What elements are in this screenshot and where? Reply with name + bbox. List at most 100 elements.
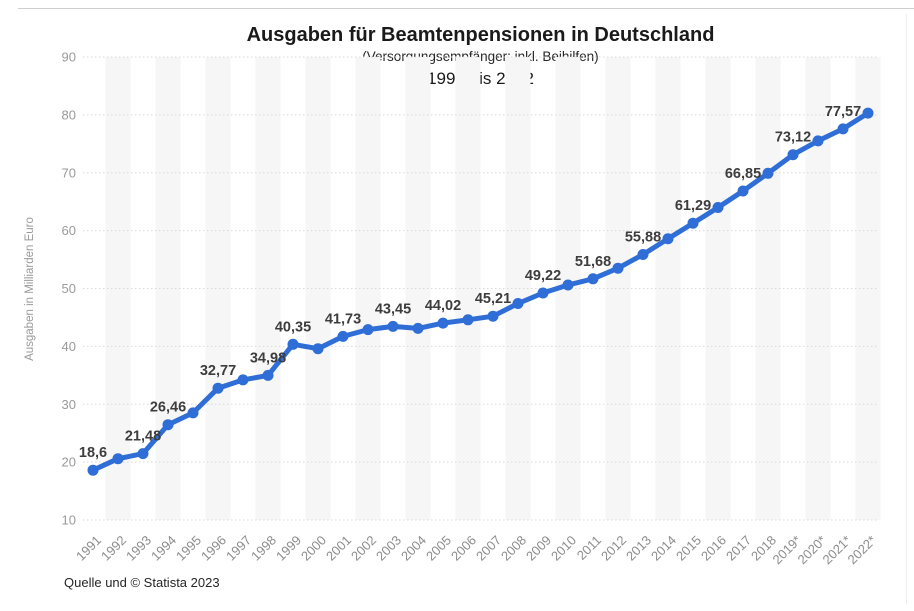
x-tick-label: 2017 (723, 533, 754, 564)
x-tick-label: 1993 (123, 533, 154, 564)
data-point-label: 61,29 (675, 198, 711, 214)
data-point[interactable] (112, 453, 124, 465)
data-point[interactable] (87, 464, 99, 476)
data-point-label: 45,21 (475, 291, 511, 307)
x-tick-label: 1997 (223, 533, 254, 564)
x-tick-label: 1995 (173, 533, 204, 564)
data-point[interactable] (362, 324, 374, 336)
data-point[interactable] (562, 279, 574, 291)
x-tick-label: 1999 (273, 533, 304, 564)
data-point-label: 21,48 (125, 429, 161, 445)
data-point[interactable] (137, 448, 149, 460)
data-point[interactable] (487, 310, 499, 322)
data-point-label: 49,22 (525, 268, 561, 284)
column-stripe (305, 57, 331, 520)
y-tick-label: 90 (62, 50, 76, 65)
x-tick-label: 1992 (98, 533, 129, 564)
x-tick-label: 2004 (398, 533, 429, 564)
y-tick-label: 70 (62, 165, 76, 180)
data-point[interactable] (262, 369, 274, 381)
x-tick-label: 2015 (673, 533, 704, 564)
x-tick-label: 2008 (498, 533, 529, 564)
column-stripe (105, 57, 131, 520)
x-tick-label: 2014 (648, 533, 679, 564)
data-point[interactable] (587, 273, 599, 285)
data-point[interactable] (687, 217, 699, 229)
data-point[interactable] (312, 343, 324, 355)
data-point[interactable] (787, 149, 799, 161)
data-point-label: 41,73 (325, 311, 361, 327)
data-point[interactable] (187, 407, 199, 419)
data-point-label: 77,57 (825, 104, 861, 120)
data-point[interactable] (237, 374, 249, 386)
data-point[interactable] (762, 167, 774, 179)
column-stripe (505, 57, 531, 520)
data-point[interactable] (287, 338, 299, 350)
source-note: Quelle und © Statista 2023 (64, 575, 220, 590)
data-point-label: 26,46 (150, 400, 186, 416)
data-point[interactable] (662, 233, 674, 245)
data-point[interactable] (437, 317, 449, 329)
data-point[interactable] (737, 185, 749, 197)
y-tick-label: 40 (62, 339, 76, 354)
x-tick-label: 2013 (623, 533, 654, 564)
x-tick-label: 2016 (698, 533, 729, 564)
y-tick-label: 50 (62, 281, 76, 296)
x-tick-label: 2007 (473, 533, 504, 564)
data-point[interactable] (837, 123, 849, 135)
data-point-label: 51,68 (575, 254, 611, 270)
data-point[interactable] (387, 320, 399, 332)
column-stripe (205, 57, 231, 520)
x-tick-label: 2011 (574, 533, 604, 563)
data-point[interactable] (612, 262, 624, 274)
data-point[interactable] (637, 249, 649, 260)
x-tick-label: 2012 (598, 533, 629, 564)
column-stripe (805, 57, 831, 520)
data-point[interactable] (412, 322, 424, 334)
right-edge-line (906, 14, 907, 604)
data-point[interactable] (162, 419, 174, 431)
x-tick-label: 2003 (373, 533, 404, 564)
y-tick-label: 60 (62, 223, 76, 238)
x-tick-label: 1991 (73, 533, 104, 564)
top-divider (18, 8, 914, 9)
x-tick-label: 2022* (844, 533, 879, 568)
x-tick-label: 1994 (148, 533, 179, 564)
x-tick-label: 1996 (198, 533, 229, 564)
data-point-label: 55,88 (625, 230, 661, 246)
x-tick-label: 2002 (348, 533, 379, 564)
column-stripe (605, 57, 631, 520)
data-point[interactable] (537, 287, 549, 299)
y-tick-label: 80 (62, 107, 76, 122)
data-point-label: 43,45 (375, 301, 411, 317)
y-tick-label: 10 (62, 513, 76, 528)
data-point[interactable] (512, 298, 524, 309)
data-point-label: 32,77 (200, 363, 236, 379)
x-tick-label: 2005 (423, 533, 454, 564)
data-point-label: 73,12 (775, 130, 811, 146)
y-tick-label: 20 (62, 455, 76, 470)
x-tick-label: 2006 (448, 533, 479, 564)
chart-title: Ausgaben für Beamtenpensionen in Deutsch… (246, 24, 715, 46)
data-point-label: 18,6 (79, 445, 107, 461)
data-point-label: 66,85 (725, 166, 761, 182)
data-point-label: 44,02 (425, 298, 461, 314)
data-point[interactable] (337, 330, 349, 342)
x-tick-label: 2001 (323, 533, 354, 564)
x-tick-label: 2000 (298, 533, 329, 564)
data-point-label: 40,35 (275, 319, 311, 335)
column-stripe (705, 57, 731, 520)
x-tick-label: 2010 (548, 533, 579, 564)
data-point[interactable] (712, 202, 724, 213)
column-stripe (405, 57, 431, 520)
data-point-label: 34,98 (250, 350, 286, 366)
x-tick-label: 2009 (523, 533, 554, 564)
data-point[interactable] (862, 107, 874, 119)
data-point[interactable] (212, 382, 224, 394)
data-point[interactable] (812, 135, 824, 147)
data-point[interactable] (462, 314, 474, 326)
y-tick-label: 30 (62, 397, 76, 412)
x-tick-label: 1998 (248, 533, 279, 564)
